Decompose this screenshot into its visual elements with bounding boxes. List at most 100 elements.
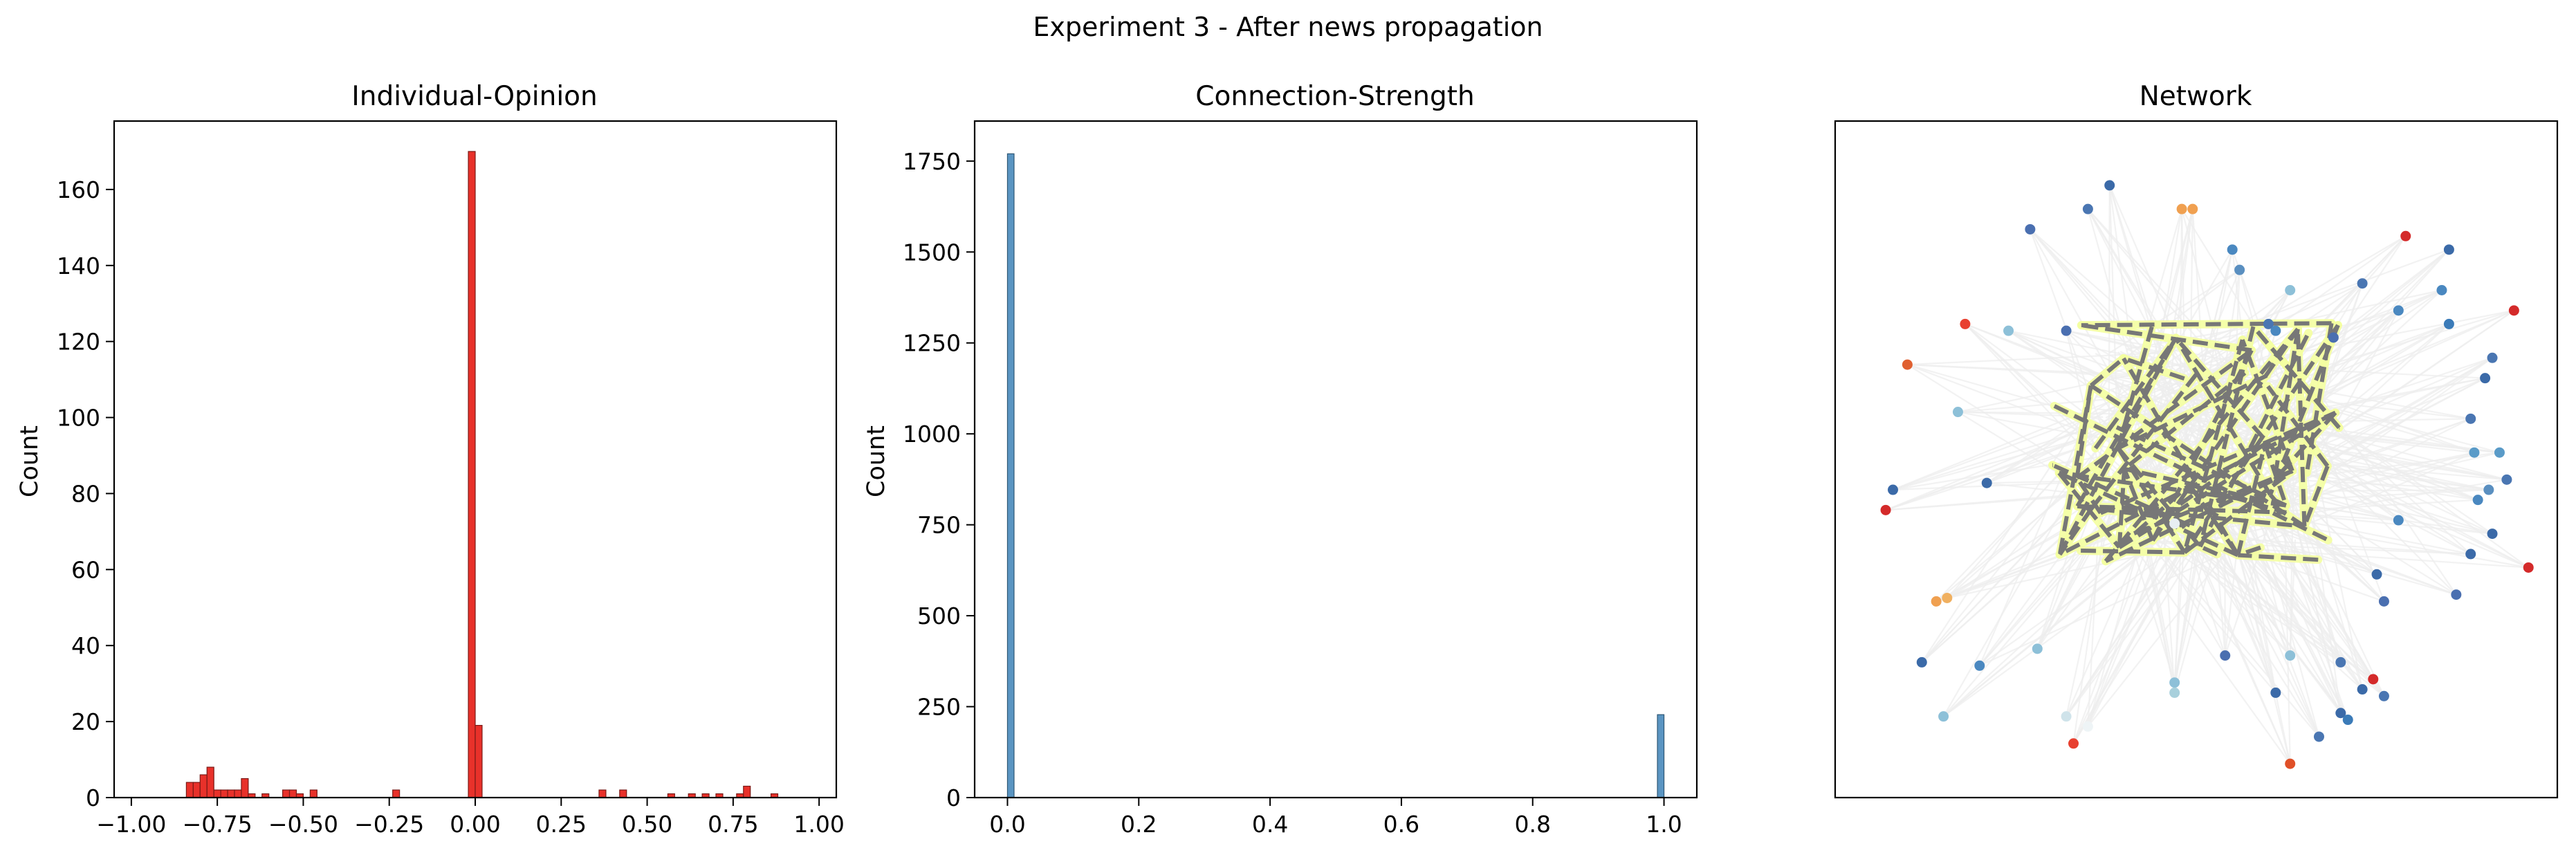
opinion-x-tick-label: 0.75 [708, 811, 758, 838]
opinion-bar [468, 151, 476, 798]
network-node [2169, 518, 2180, 529]
opinion-bar [213, 789, 221, 798]
network-node [2508, 305, 2519, 316]
network-node [2465, 413, 2476, 424]
strength-chart-title: Connection-Strength [1195, 81, 1474, 112]
network-node [2469, 447, 2480, 458]
opinion-bar [220, 789, 228, 798]
opinion-bar [206, 766, 214, 798]
news-edge [2199, 544, 2218, 556]
network-node [2480, 373, 2491, 384]
strength-y-tick-label: 250 [917, 694, 961, 721]
network-node [2443, 244, 2454, 255]
network-node [2061, 325, 2072, 336]
opinion-x-tick-label: 0.25 [536, 811, 587, 838]
opinion-bar [392, 789, 401, 798]
network-edge [1942, 406, 2123, 717]
network-edge [1935, 411, 2120, 603]
opinion-y-tick-label: 0 [86, 784, 100, 811]
opinion-x-tick-label: 0.00 [450, 811, 500, 838]
strength-plot-frame [973, 120, 1698, 799]
network-node [2378, 596, 2389, 607]
news-edge [2059, 410, 2337, 557]
network-node [2357, 684, 2368, 695]
network-node [1960, 318, 1971, 329]
strength-x-tick-label: 0.0 [989, 811, 1025, 838]
network-node [2313, 731, 2324, 742]
network-node [2068, 738, 2079, 749]
strength-y-tick-label: 750 [917, 512, 961, 539]
opinion-bar [185, 782, 194, 798]
news-edge [2236, 443, 2267, 556]
news-edge [2118, 411, 2337, 549]
news-edge [2099, 410, 2337, 515]
opinion-x-tick-label: −1.00 [96, 811, 166, 838]
network-node [2032, 643, 2043, 654]
news-edge-halo [2249, 322, 2344, 432]
network-node [2082, 203, 2093, 214]
news-edge [2266, 385, 2330, 468]
opinion-bar [234, 789, 242, 798]
strength-x-tick-label: 0.4 [1252, 811, 1288, 838]
strength-x-tick-label: 0.2 [1121, 811, 1157, 838]
network-node [2169, 677, 2180, 688]
network-edge [2132, 412, 2291, 764]
network-node [2393, 305, 2404, 316]
news-edge [2124, 466, 2287, 508]
news-edge [2302, 465, 2330, 527]
network-edge [2293, 365, 2364, 690]
news-edge [2075, 477, 2103, 515]
network-node [2501, 474, 2512, 485]
opinion-bar [309, 789, 318, 798]
network-node [1888, 484, 1899, 495]
network-edge [1885, 435, 2093, 511]
network-edge [2163, 330, 2276, 395]
network-node [2371, 569, 2382, 580]
opinion-y-tick-label: 100 [57, 405, 100, 432]
network-edge [2072, 520, 2106, 744]
strength-bar [1657, 714, 1665, 798]
strength-x-tick-label: 0.8 [1514, 811, 1550, 838]
news-edge [2305, 322, 2334, 473]
network-node [1952, 407, 1963, 418]
network-node [2357, 278, 2368, 289]
network-edge [2087, 208, 2230, 365]
network-edge [2072, 371, 2283, 744]
network-edge [2113, 517, 2291, 764]
network-node [2465, 549, 2476, 560]
network-node [2328, 332, 2339, 343]
network-node [2285, 650, 2296, 661]
network-edge [2072, 540, 2151, 744]
network-node [1902, 359, 1913, 370]
news-edge [2174, 336, 2294, 472]
network-edge [2066, 330, 2174, 356]
network-edge [1907, 352, 2158, 366]
network-edge [2292, 502, 2493, 535]
network-node [2169, 687, 2180, 698]
opinion-y-tick-label: 60 [71, 556, 100, 583]
network-edge [1921, 380, 2108, 663]
news-edge [2263, 443, 2288, 506]
network-node [2082, 721, 2093, 732]
news-edge [2198, 326, 2256, 547]
opinion-y-tick-label: 140 [57, 252, 100, 279]
news-edge [2187, 483, 2240, 557]
news-edge [2182, 339, 2245, 553]
network-node [2400, 230, 2411, 241]
news-edge [2093, 336, 2178, 450]
figure-title: Experiment 3 - After news propagation [1033, 12, 1543, 42]
network-edge [2008, 330, 2110, 382]
news-edge [2059, 470, 2287, 508]
network-node [2187, 203, 2198, 214]
network-node [1931, 596, 1942, 607]
opinion-bar [598, 789, 607, 798]
news-edge [2240, 339, 2294, 472]
network-node [2523, 562, 2534, 573]
opinion-y-tick-label: 160 [57, 176, 100, 203]
opinion-y-axis-label: Count [16, 425, 44, 497]
news-edge [2122, 507, 2305, 528]
network-node [2227, 244, 2238, 255]
opinion-bar [192, 782, 201, 798]
news-edge [2183, 469, 2294, 554]
opinion-bar [241, 778, 249, 798]
